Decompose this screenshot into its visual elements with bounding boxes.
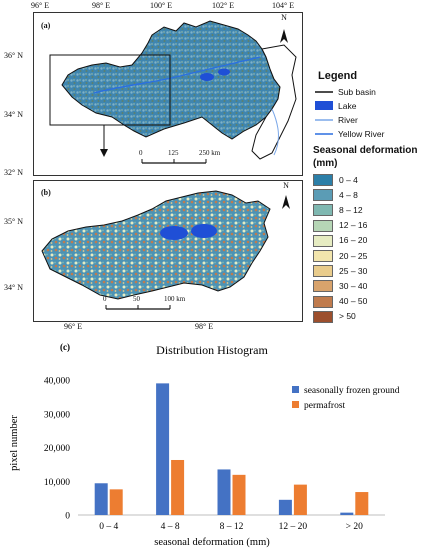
x-tick-label: 0 – 4 <box>99 522 118 532</box>
basin-boundary-a <box>61 20 281 140</box>
legend-class-label: 4 – 8 <box>339 189 358 200</box>
deformation-title: Seasonal deformation <box>313 145 418 156</box>
y-tick-label: 40,000 <box>44 377 70 387</box>
map-frame-b: (b) N 0 50 100 km <box>33 180 303 322</box>
bar-permafrost <box>293 484 307 515</box>
lat-tick: 32° N <box>4 168 23 177</box>
legend-layer-label: Sub basin <box>338 87 376 97</box>
map-frame-a: (a) N 0 125 250 km <box>33 12 303 176</box>
north-label: N <box>281 13 287 22</box>
legend-class-label: 30 – 40 <box>339 280 368 291</box>
lake <box>160 226 188 240</box>
legend-swatch <box>313 250 333 262</box>
legend-class-label: 0 – 4 <box>339 174 358 185</box>
legend-class-label: 20 – 25 <box>339 250 368 261</box>
legend-swatch <box>292 386 299 393</box>
lat-tick: 35° N <box>4 217 23 226</box>
x-tick-label: > 20 <box>346 522 363 532</box>
lon-tick: 98° E <box>92 1 111 10</box>
y-tick-label: 0 <box>65 512 70 522</box>
bar-seasonally-frozen <box>156 383 170 515</box>
scale-label: 0 <box>139 149 143 157</box>
bar-permafrost <box>232 474 246 515</box>
legend-label: permafrost <box>304 400 346 411</box>
legend-swatch <box>313 280 333 293</box>
scale-bar-b <box>105 305 171 310</box>
legend-swatch <box>313 310 333 323</box>
legend-layer-label: River <box>338 115 358 125</box>
basin-boundary-b <box>41 190 271 300</box>
basin-map-a <box>49 20 297 164</box>
legend-layer-label: Yellow River <box>338 129 385 139</box>
x-axis-label: seasonal deformation (mm) <box>154 537 270 548</box>
y-tick-label: 10,000 <box>44 478 70 488</box>
lat-tick: 34° N <box>4 283 23 292</box>
river-line <box>271 108 279 156</box>
legend-swatch <box>313 234 333 247</box>
lake <box>191 224 217 238</box>
lake <box>218 68 230 76</box>
legend-swatch <box>313 189 333 202</box>
sub-basin-outline <box>251 44 297 160</box>
panel-label: (b) <box>41 188 51 197</box>
legend-swatch <box>313 219 333 232</box>
scale-bar-a <box>141 159 207 164</box>
legend-swatch <box>313 204 333 217</box>
y-axis-label: pixel number <box>9 415 20 471</box>
legend-title: Legend <box>318 70 358 82</box>
north-arrow-icon <box>282 195 290 209</box>
bar-seasonally-frozen <box>217 469 231 515</box>
distribution-histogram: (c) Distribution Histogram seasonal defo… <box>9 342 400 548</box>
lon-tick: 102° E <box>212 1 235 10</box>
bar-permafrost <box>171 459 185 515</box>
scale-label: 100 km <box>164 295 186 303</box>
legend-swatch <box>313 265 333 278</box>
chart-title: Distribution Histogram <box>156 343 268 357</box>
north-arrow-icon <box>280 29 288 43</box>
lon-tick: 100° E <box>150 1 173 10</box>
legend-swatch <box>313 174 333 186</box>
bar-seasonally-frozen <box>278 499 292 515</box>
lon-tick: 98° E <box>195 322 214 331</box>
legend-class-label: 16 – 20 <box>339 235 368 246</box>
scale-label: 250 km <box>199 149 221 157</box>
legend-class-label: 25 – 30 <box>339 265 368 276</box>
legend-layer-label: Lake <box>338 101 357 111</box>
legend-class-label: 8 – 12 <box>339 204 363 215</box>
north-label: N <box>283 181 289 190</box>
yellow-river-line <box>93 56 261 94</box>
lat-tick: 36° N <box>4 51 23 60</box>
x-tick-label: 4 – 8 <box>161 522 180 532</box>
legend-layer-symbols <box>315 91 333 135</box>
zoom-extent-box <box>49 54 171 126</box>
deformation-unit: (mm) <box>313 158 338 169</box>
bar-seasonally-frozen <box>340 512 354 515</box>
bar-permafrost <box>109 489 123 515</box>
scale-label: 0 <box>103 295 107 303</box>
lon-tick: 96° E <box>31 1 50 10</box>
panel-label: (c) <box>60 342 70 352</box>
x-tick-label: 8 – 12 <box>220 522 244 532</box>
legend-class-label: 40 – 50 <box>339 296 368 307</box>
basin-map-b <box>41 190 290 310</box>
bar-permafrost <box>355 492 369 515</box>
x-tick-label: 12 – 20 <box>279 522 308 532</box>
y-tick-label: 30,000 <box>44 410 70 420</box>
legend-class-label: 12 – 16 <box>339 220 368 231</box>
legend-class-label: > 50 <box>339 311 356 322</box>
plot-area: 0 10,000 20,000 30,000 40,000 0 – 4 4 – 8 8 – 1… <box>44 377 400 533</box>
lake <box>200 73 214 81</box>
panel-label: (a) <box>41 21 51 30</box>
legend-swatch <box>313 295 333 308</box>
lon-tick: 104° E <box>272 1 295 10</box>
lat-tick: 34° N <box>4 110 23 119</box>
bar-seasonally-frozen <box>94 483 108 515</box>
scale-label: 50 <box>133 295 140 303</box>
legend-label: seasonally frozen ground <box>304 385 400 396</box>
y-tick-label: 20,000 <box>44 444 70 454</box>
legend-swatch <box>292 401 299 408</box>
lon-tick: 96° E <box>64 322 83 331</box>
scale-label: 125 <box>168 149 179 157</box>
